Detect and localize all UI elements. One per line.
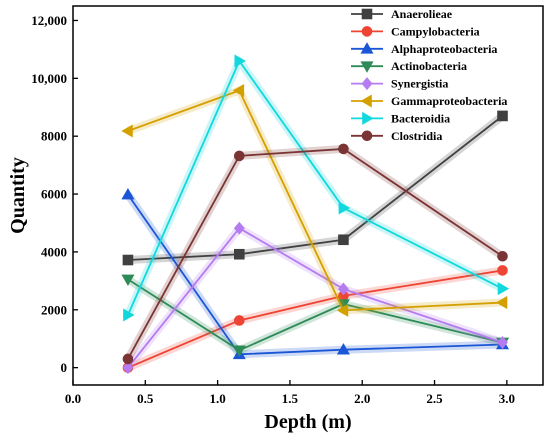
series-line: [127, 269, 503, 369]
data-point: [234, 248, 245, 260]
plot-frame: [72, 5, 544, 386]
legend-item: Synergistia: [351, 77, 448, 91]
data-point: [497, 336, 508, 349]
legend-label: Alphaproteobacteria: [391, 42, 497, 56]
data-point: [121, 188, 135, 200]
data-point: [338, 234, 349, 246]
series-gammaproteobacteria: [121, 83, 508, 317]
series-line: [127, 89, 503, 312]
x-tick-label: 3.0: [499, 391, 515, 406]
data-point: [497, 265, 508, 276]
legend-marker: [360, 61, 374, 73]
data-point: [336, 303, 349, 317]
data-point: [338, 201, 351, 215]
x-tick-label: 0.5: [137, 391, 154, 406]
x-tick-label: 1.0: [209, 391, 225, 406]
legend-marker: [361, 26, 373, 37]
legend-item: Anaerolieae: [351, 7, 453, 21]
data-point: [122, 353, 134, 365]
data-point: [232, 83, 245, 97]
legend-label: Bacteroidia: [391, 111, 450, 125]
axes: 0.0 0.5 1.0 1.5 2.0 2.5 3.0 0 2000 4000 6000 8000 10…: [31, 13, 515, 406]
legend-marker: [360, 94, 372, 108]
data-point: [121, 274, 135, 287]
data-point: [234, 54, 246, 68]
series-bacteroidia: [123, 54, 510, 322]
data-point: [338, 282, 349, 296]
series-line: [127, 227, 503, 369]
series-layer: [121, 54, 510, 375]
legend: Anaerolieae Campylobacteria Alphaproteobac…: [351, 7, 507, 143]
y-tick-label: 6000: [41, 187, 67, 202]
data-point: [497, 110, 508, 122]
series-line: [127, 148, 504, 360]
series-alphaproteobacteria: [121, 188, 510, 360]
series-line: [127, 278, 503, 352]
legend-marker: [362, 111, 374, 125]
legend-marker: [361, 8, 373, 20]
data-point: [123, 308, 135, 322]
y-tick-label: 4000: [41, 244, 67, 259]
legend-label: Anaerolieae: [391, 7, 453, 21]
y-tick-label: 12,000: [31, 13, 67, 28]
data-point: [336, 343, 350, 355]
data-point: [234, 315, 245, 326]
y-tick-label: 2000: [41, 302, 67, 317]
legend-marker: [360, 42, 374, 54]
y-tick-label: 0: [61, 360, 68, 375]
legend-item: Gammaproteobacteria: [351, 94, 507, 108]
legend-marker: [361, 130, 373, 142]
data-point: [122, 254, 134, 266]
x-tick-label: 2.0: [354, 391, 370, 406]
legend-item: Clostridia: [351, 129, 442, 143]
series-line: [127, 60, 503, 316]
x-axis-title: Depth (m): [264, 411, 351, 433]
legend-item: Alphaproteobacteria: [351, 42, 497, 56]
x-tick-label: 2.5: [426, 391, 443, 406]
data-point: [121, 124, 133, 138]
legend-label: Synergistia: [391, 77, 448, 91]
data-point: [122, 361, 134, 375]
data-point: [338, 143, 349, 155]
series-synergistia: [122, 221, 508, 375]
legend-label: Gammaproteobacteria: [391, 94, 507, 108]
legend-label: Clostridia: [391, 129, 442, 143]
data-point: [497, 250, 508, 262]
y-tick-label: 8000: [41, 129, 67, 144]
x-tick-label: 0.0: [65, 391, 81, 406]
data-point: [233, 221, 245, 235]
legend-marker: [361, 77, 373, 91]
legend-item: Bacteroidia: [351, 111, 450, 125]
series-line: [127, 194, 503, 356]
x-tick-label: 1.5: [282, 391, 299, 406]
data-point: [232, 345, 246, 357]
y-tick-label: 10,000: [31, 71, 67, 86]
data-point: [497, 282, 510, 296]
y-axis-title: Quantity: [7, 157, 29, 234]
data-point: [495, 296, 508, 310]
series-clostridia: [122, 143, 508, 365]
legend-label: Actinobacteria: [391, 59, 467, 73]
legend-label: Campylobacteria: [391, 24, 480, 38]
legend-item: Actinobacteria: [351, 59, 467, 73]
legend-item: Campylobacteria: [351, 24, 480, 38]
data-point: [234, 150, 245, 162]
